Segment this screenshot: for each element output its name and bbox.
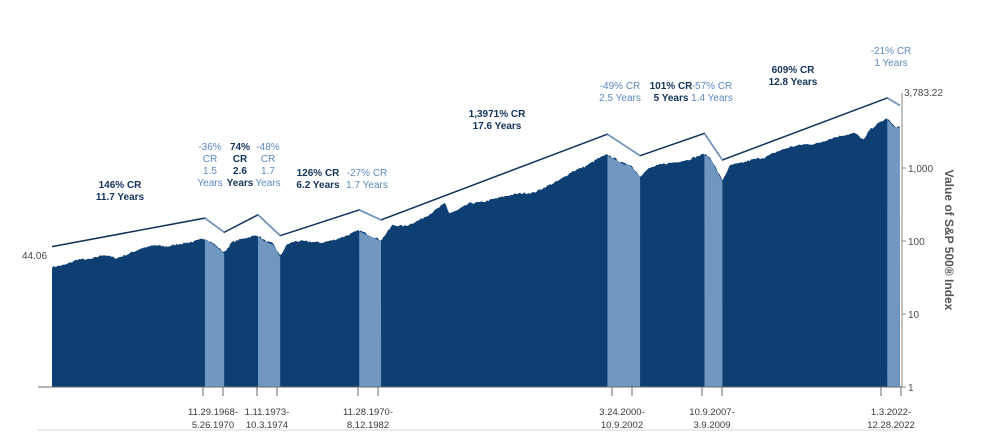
bear-start-date: 11.29.1968- — [188, 407, 238, 418]
bear-end-date: 5.26.1970 — [192, 420, 234, 431]
bull-label: 126% CR — [297, 168, 341, 179]
bear-label: Years — [255, 178, 280, 189]
bear-band-2 — [257, 236, 281, 387]
bear-trend-segment — [886, 97, 901, 107]
bear-label: -48% — [256, 142, 279, 153]
y-tick-label: 100 — [908, 237, 925, 248]
bear-band-3 — [359, 231, 382, 387]
bear-label: -57% CR — [692, 81, 733, 92]
end-value-label: 3,783.22 — [904, 88, 943, 99]
bear-end-date: 10.9.2002 — [601, 420, 643, 431]
bull-label: 11.7 Years — [96, 192, 145, 203]
bear-end-date: 12.28.2022 — [867, 420, 915, 431]
bear-label: 1.7 Years — [346, 180, 388, 191]
bear-start-date: 10.9.2007- — [689, 407, 734, 418]
bull-label: 12.8 Years — [769, 77, 818, 88]
bear-label: 1 Years — [874, 58, 907, 69]
sp500-area — [52, 118, 900, 388]
y-tick-label: 1,000 — [908, 164, 933, 175]
bear-band-5 — [704, 154, 723, 387]
bear-trend-segments — [204, 97, 901, 237]
bear-trend-segment — [358, 209, 382, 221]
bear-label: CR — [203, 154, 217, 165]
bear-band-6 — [887, 119, 900, 388]
bear-band-1 — [204, 239, 225, 387]
bear-end-date: 8.12.1982 — [347, 420, 389, 431]
bear-band-4 — [607, 155, 641, 387]
bull-label: 5 Years — [654, 93, 689, 104]
bear-label: -36% — [198, 142, 221, 153]
y-axis-ticks: 1 10 100 1,000 — [902, 164, 933, 394]
bear-label: -21% CR — [871, 46, 912, 57]
bear-end-date: 10.3.1974 — [246, 420, 288, 431]
y-axis-title: Value of S&P 500® Index — [942, 170, 956, 311]
bull-label: 2.6 — [233, 166, 247, 177]
bear-label: CR — [261, 154, 275, 165]
bull-label: 146% CR — [99, 180, 143, 191]
bull-label: Years — [227, 178, 254, 189]
bear-start-date: 11.28.1970- — [343, 407, 393, 418]
y-tick-label: 1 — [908, 383, 914, 394]
bull-label: 17.6 Years — [473, 121, 522, 132]
bear-trend-segment — [257, 214, 281, 237]
bear-date-labels: 11.29.1968- 5.26.1970 1.11.1973- 10.3.1974 1… — [188, 387, 915, 431]
start-value-label: 44.06 — [22, 251, 47, 262]
bear-label: 2.5 Years — [599, 93, 641, 104]
bear-start-date: 1.3.2022- — [871, 407, 911, 418]
bear-start-date: 3.24.2000- — [599, 407, 644, 418]
bear-market-bands — [204, 119, 900, 388]
bear-trend-segment — [703, 133, 724, 161]
bear-trend-segment — [204, 217, 225, 233]
bear-label: -49% CR — [600, 81, 641, 92]
bull-label: 609% CR — [772, 65, 816, 76]
bear-label: 1.7 — [261, 166, 275, 177]
bear-trend-segment — [607, 133, 641, 157]
bull-label: 74% — [230, 142, 250, 153]
bear-label: 1.4 Years — [691, 93, 733, 104]
bear-label: -27% CR — [347, 168, 388, 179]
bear-label: Years — [197, 178, 222, 189]
bull-label: 6.2 Years — [296, 180, 340, 191]
bear-start-date: 1.11.1973- — [245, 407, 290, 418]
bull-label: 1,3971% CR — [469, 109, 526, 120]
bull-label: CR — [233, 154, 248, 165]
bull-label: 101% CR — [650, 81, 694, 92]
bear-label: 1.5 — [203, 166, 217, 177]
bear-end-date: 3.9.2009 — [694, 420, 731, 431]
y-tick-label: 10 — [908, 310, 920, 321]
